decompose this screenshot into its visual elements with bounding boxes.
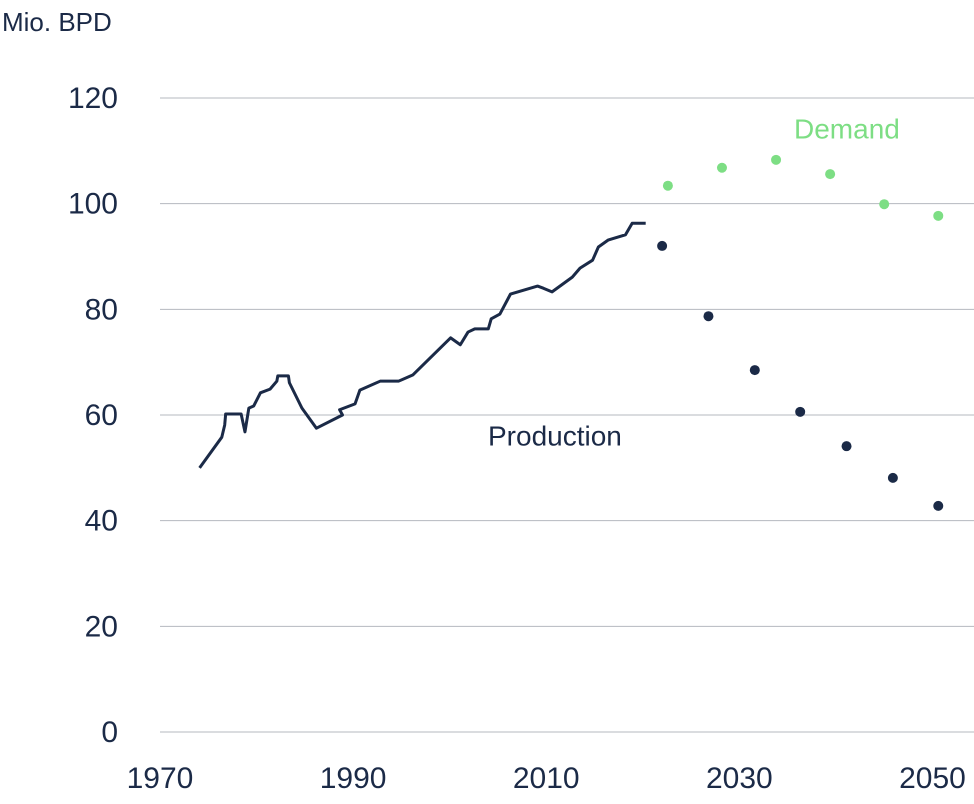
x-tick-label: 2010 [513,762,580,795]
line [198,221,646,469]
point [771,154,782,165]
x-tick-label: 1990 [320,762,387,795]
point [887,472,898,483]
x-tick-label: 2030 [706,762,773,795]
y-tick-label: 40 [85,505,118,538]
point [841,441,852,452]
point [657,240,668,251]
point [825,169,836,180]
y-tick-label: 100 [68,188,118,221]
y-axis-label: Mio. BPD [2,7,112,37]
point [662,180,673,191]
series-label: Demand [794,113,900,144]
y-tick-label: 120 [68,82,118,115]
y-tick-label: 60 [85,399,118,432]
point [933,210,944,221]
point [795,406,806,417]
point [933,500,944,511]
y-tick-label: 20 [85,610,118,643]
point [879,199,890,210]
y-tick-label: 80 [85,293,118,326]
x-tick-label: 2050 [899,762,966,795]
point [749,365,760,376]
y-tick-label: 0 [101,716,118,749]
series-label: Production [488,420,622,451]
point [703,311,714,322]
point [716,162,727,173]
x-tick-label: 1970 [127,762,194,795]
